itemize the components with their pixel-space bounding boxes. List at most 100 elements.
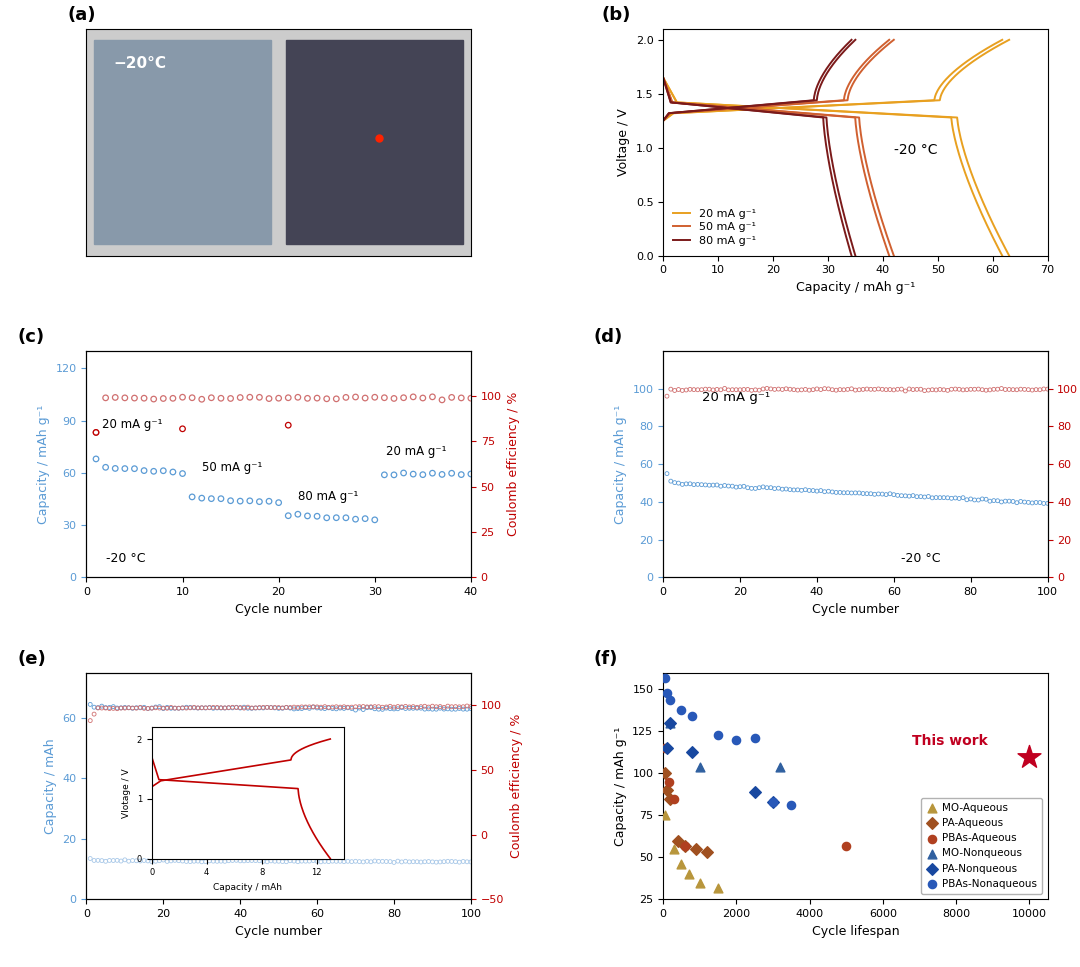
Point [842, 381, 860, 396]
Point [251, 700, 268, 716]
PBAs-Aqueous [665, 791, 683, 806]
Point [266, 854, 283, 869]
Point [720, 479, 738, 494]
Point [351, 700, 368, 716]
Point [97, 390, 114, 405]
Point [270, 854, 287, 869]
Point [842, 485, 860, 501]
20 mA g⁻¹ [908, 96, 921, 107]
Text: (c): (c) [17, 328, 44, 346]
Point [164, 391, 181, 406]
Point [781, 382, 798, 397]
Point [347, 702, 364, 718]
Point [433, 467, 450, 483]
Point [778, 482, 795, 497]
Point [201, 700, 218, 716]
Point [112, 853, 130, 868]
Point [428, 699, 445, 715]
Point [144, 700, 161, 716]
Point [154, 700, 172, 716]
Point [262, 700, 280, 716]
Point [197, 854, 214, 869]
Point [947, 381, 964, 396]
Point [193, 490, 211, 506]
Point [939, 490, 956, 506]
Point [396, 854, 414, 869]
Point [923, 490, 941, 506]
X-axis label: Cycle number: Cycle number [235, 602, 322, 616]
Point [901, 488, 918, 504]
Point [708, 478, 726, 493]
Point [362, 700, 379, 716]
Point [139, 701, 157, 717]
Point [977, 383, 995, 398]
Point [351, 854, 368, 869]
Point [132, 699, 149, 715]
Point [297, 854, 314, 869]
MO-Aqueous [710, 880, 727, 895]
Point [147, 699, 164, 715]
Y-axis label: Capacity / mAh g⁻¹: Capacity / mAh g⁻¹ [613, 726, 626, 845]
Point [408, 700, 426, 716]
Point [378, 699, 395, 715]
Point [712, 382, 729, 397]
Point [309, 854, 326, 869]
Point [681, 382, 699, 397]
X-axis label: Cycle lifespan: Cycle lifespan [811, 924, 900, 938]
Point [184, 489, 201, 505]
Point [324, 701, 341, 717]
Point [184, 390, 201, 405]
Point [462, 701, 480, 717]
Point [985, 382, 1002, 397]
Point [973, 382, 990, 397]
Point [366, 853, 383, 868]
Point [393, 699, 410, 715]
PA-Aqueous [676, 837, 693, 853]
PA-Nonqueous [765, 794, 782, 809]
Point [1031, 495, 1049, 511]
Point [423, 698, 441, 714]
50 mA g⁻¹ [732, 103, 745, 114]
Point [145, 392, 162, 407]
Point [381, 854, 399, 869]
Point [724, 382, 741, 397]
Y-axis label: Capacity / mAh g⁻¹: Capacity / mAh g⁻¹ [613, 404, 626, 524]
Point [309, 699, 326, 715]
Point [1004, 382, 1022, 397]
Point [869, 486, 887, 502]
Point [393, 854, 410, 869]
MO-Aqueous [680, 866, 698, 882]
Point [920, 488, 937, 504]
PA-Nonqueous [658, 741, 675, 756]
Point [869, 381, 887, 396]
Point [423, 701, 441, 717]
Point [762, 480, 780, 495]
Point [1012, 494, 1029, 510]
Point [389, 699, 406, 715]
Point [443, 854, 460, 869]
Point [193, 700, 211, 716]
Point [453, 390, 470, 405]
Point [440, 698, 457, 714]
Point [701, 382, 718, 397]
MO-Aqueous [657, 807, 674, 823]
50 mA g⁻¹ [888, 34, 901, 45]
Y-axis label: Voltage / V: Voltage / V [617, 108, 630, 176]
Point [697, 381, 714, 396]
Point [359, 854, 376, 869]
Point [751, 480, 768, 495]
Point [935, 382, 953, 397]
Point [127, 700, 145, 716]
Point [962, 491, 980, 507]
Point [1016, 382, 1034, 397]
Point [731, 479, 748, 494]
Point [443, 701, 460, 717]
Point [835, 382, 852, 397]
Point [258, 700, 275, 716]
Point [336, 854, 353, 869]
Point [386, 701, 403, 717]
Point [93, 853, 110, 868]
Point [362, 699, 379, 715]
Point [735, 382, 753, 397]
Point [859, 486, 876, 502]
